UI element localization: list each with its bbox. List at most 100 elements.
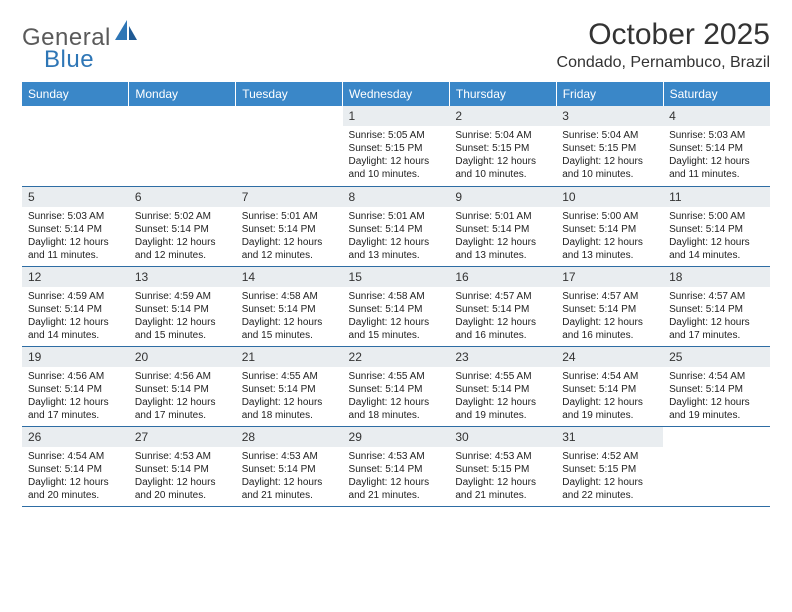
day-number: 2: [449, 106, 556, 126]
sunset-line: Sunset: 5:14 PM: [28, 223, 123, 236]
day-number: 29: [343, 427, 450, 447]
calendar-day-cell: 15Sunrise: 4:58 AMSunset: 5:14 PMDayligh…: [343, 266, 450, 346]
daylight-line: Daylight: 12 hours and 20 minutes.: [135, 476, 230, 502]
day-details: Sunrise: 5:00 AMSunset: 5:14 PMDaylight:…: [663, 207, 770, 266]
sunset-line: Sunset: 5:14 PM: [28, 463, 123, 476]
day-details: Sunrise: 4:57 AMSunset: 5:14 PMDaylight:…: [449, 287, 556, 346]
calendar-day-cell: 3Sunrise: 5:04 AMSunset: 5:15 PMDaylight…: [556, 106, 663, 186]
day-details: Sunrise: 4:58 AMSunset: 5:14 PMDaylight:…: [343, 287, 450, 346]
calendar-day-cell: 12Sunrise: 4:59 AMSunset: 5:14 PMDayligh…: [22, 266, 129, 346]
sunrise-line: Sunrise: 5:00 AM: [562, 210, 657, 223]
calendar-day-cell: 23Sunrise: 4:55 AMSunset: 5:14 PMDayligh…: [449, 346, 556, 426]
sunrise-line: Sunrise: 4:58 AM: [242, 290, 337, 303]
calendar-day-cell: 31Sunrise: 4:52 AMSunset: 5:15 PMDayligh…: [556, 426, 663, 506]
day-number: 31: [556, 427, 663, 447]
sunset-line: Sunset: 5:14 PM: [242, 223, 337, 236]
location-subtitle: Condado, Pernambuco, Brazil: [557, 54, 770, 72]
day-details: Sunrise: 5:00 AMSunset: 5:14 PMDaylight:…: [556, 207, 663, 266]
sunrise-line: Sunrise: 5:00 AM: [669, 210, 764, 223]
weekday-header: Sunday: [22, 82, 129, 106]
sunset-line: Sunset: 5:14 PM: [562, 383, 657, 396]
day-number: 5: [22, 187, 129, 207]
daylight-line: Daylight: 12 hours and 12 minutes.: [242, 236, 337, 262]
calendar-day-cell: 19Sunrise: 4:56 AMSunset: 5:14 PMDayligh…: [22, 346, 129, 426]
day-number: 11: [663, 187, 770, 207]
sunrise-line: Sunrise: 4:54 AM: [28, 450, 123, 463]
daylight-line: Daylight: 12 hours and 16 minutes.: [455, 316, 550, 342]
weekday-header: Tuesday: [236, 82, 343, 106]
sunrise-line: Sunrise: 5:04 AM: [562, 129, 657, 142]
header: General October 2025 Condado, Pernambuco…: [22, 18, 770, 72]
calendar-day-cell: 8Sunrise: 5:01 AMSunset: 5:14 PMDaylight…: [343, 186, 450, 266]
sunset-line: Sunset: 5:14 PM: [349, 303, 444, 316]
day-number: 22: [343, 347, 450, 367]
day-details: Sunrise: 4:58 AMSunset: 5:14 PMDaylight:…: [236, 287, 343, 346]
sunset-line: Sunset: 5:15 PM: [349, 142, 444, 155]
month-title: October 2025: [557, 18, 770, 52]
calendar-day-cell: 10Sunrise: 5:00 AMSunset: 5:14 PMDayligh…: [556, 186, 663, 266]
day-details: Sunrise: 5:03 AMSunset: 5:14 PMDaylight:…: [663, 126, 770, 185]
day-details: Sunrise: 4:55 AMSunset: 5:14 PMDaylight:…: [343, 367, 450, 426]
calendar-table: SundayMondayTuesdayWednesdayThursdayFrid…: [22, 82, 770, 507]
sunset-line: Sunset: 5:14 PM: [242, 303, 337, 316]
sunrise-line: Sunrise: 5:02 AM: [135, 210, 230, 223]
sunrise-line: Sunrise: 4:52 AM: [562, 450, 657, 463]
day-details: Sunrise: 4:53 AMSunset: 5:15 PMDaylight:…: [449, 447, 556, 506]
sunrise-line: Sunrise: 4:56 AM: [135, 370, 230, 383]
daylight-line: Daylight: 12 hours and 15 minutes.: [242, 316, 337, 342]
day-number: 1: [343, 106, 450, 126]
sunrise-line: Sunrise: 4:55 AM: [242, 370, 337, 383]
sunrise-line: Sunrise: 5:03 AM: [28, 210, 123, 223]
day-number: 9: [449, 187, 556, 207]
day-number: 27: [129, 427, 236, 447]
day-details: Sunrise: 5:04 AMSunset: 5:15 PMDaylight:…: [556, 126, 663, 185]
day-details: Sunrise: 5:04 AMSunset: 5:15 PMDaylight:…: [449, 126, 556, 185]
daylight-line: Daylight: 12 hours and 13 minutes.: [349, 236, 444, 262]
daylight-line: Daylight: 12 hours and 19 minutes.: [669, 396, 764, 422]
sunrise-line: Sunrise: 4:54 AM: [669, 370, 764, 383]
day-details: Sunrise: 5:01 AMSunset: 5:14 PMDaylight:…: [343, 207, 450, 266]
day-number: 30: [449, 427, 556, 447]
sunset-line: Sunset: 5:14 PM: [349, 223, 444, 236]
sunset-line: Sunset: 5:14 PM: [135, 223, 230, 236]
sunset-line: Sunset: 5:14 PM: [562, 223, 657, 236]
calendar-day-cell: 27Sunrise: 4:53 AMSunset: 5:14 PMDayligh…: [129, 426, 236, 506]
sunrise-line: Sunrise: 4:53 AM: [455, 450, 550, 463]
sunset-line: Sunset: 5:14 PM: [455, 383, 550, 396]
day-number: 25: [663, 347, 770, 367]
sunset-line: Sunset: 5:14 PM: [28, 303, 123, 316]
day-details: Sunrise: 4:52 AMSunset: 5:15 PMDaylight:…: [556, 447, 663, 506]
sunrise-line: Sunrise: 5:01 AM: [242, 210, 337, 223]
day-details: Sunrise: 4:55 AMSunset: 5:14 PMDaylight:…: [236, 367, 343, 426]
daylight-line: Daylight: 12 hours and 21 minutes.: [242, 476, 337, 502]
calendar-header-row: SundayMondayTuesdayWednesdayThursdayFrid…: [22, 82, 770, 106]
sunset-line: Sunset: 5:14 PM: [135, 303, 230, 316]
day-details: Sunrise: 4:56 AMSunset: 5:14 PMDaylight:…: [129, 367, 236, 426]
day-number: 3: [556, 106, 663, 126]
sunset-line: Sunset: 5:14 PM: [669, 142, 764, 155]
sunrise-line: Sunrise: 4:58 AM: [349, 290, 444, 303]
day-number: 15: [343, 267, 450, 287]
day-details: Sunrise: 4:55 AMSunset: 5:14 PMDaylight:…: [449, 367, 556, 426]
calendar-day-cell: 9Sunrise: 5:01 AMSunset: 5:14 PMDaylight…: [449, 186, 556, 266]
sunset-line: Sunset: 5:14 PM: [349, 463, 444, 476]
calendar-day-cell: 11Sunrise: 5:00 AMSunset: 5:14 PMDayligh…: [663, 186, 770, 266]
calendar-day-cell: [663, 426, 770, 506]
sunrise-line: Sunrise: 4:53 AM: [242, 450, 337, 463]
day-number: 26: [22, 427, 129, 447]
day-number: 17: [556, 267, 663, 287]
day-details: Sunrise: 4:56 AMSunset: 5:14 PMDaylight:…: [22, 367, 129, 426]
daylight-line: Daylight: 12 hours and 13 minutes.: [562, 236, 657, 262]
daylight-line: Daylight: 12 hours and 18 minutes.: [242, 396, 337, 422]
calendar-day-cell: 28Sunrise: 4:53 AMSunset: 5:14 PMDayligh…: [236, 426, 343, 506]
day-details: Sunrise: 5:05 AMSunset: 5:15 PMDaylight:…: [343, 126, 450, 185]
daylight-line: Daylight: 12 hours and 18 minutes.: [349, 396, 444, 422]
daylight-line: Daylight: 12 hours and 17 minutes.: [669, 316, 764, 342]
calendar-day-cell: 16Sunrise: 4:57 AMSunset: 5:14 PMDayligh…: [449, 266, 556, 346]
sunrise-line: Sunrise: 4:56 AM: [28, 370, 123, 383]
daylight-line: Daylight: 12 hours and 10 minutes.: [455, 155, 550, 181]
calendar-day-cell: 17Sunrise: 4:57 AMSunset: 5:14 PMDayligh…: [556, 266, 663, 346]
sunset-line: Sunset: 5:14 PM: [242, 383, 337, 396]
day-details: Sunrise: 4:53 AMSunset: 5:14 PMDaylight:…: [129, 447, 236, 506]
sunrise-line: Sunrise: 5:01 AM: [349, 210, 444, 223]
